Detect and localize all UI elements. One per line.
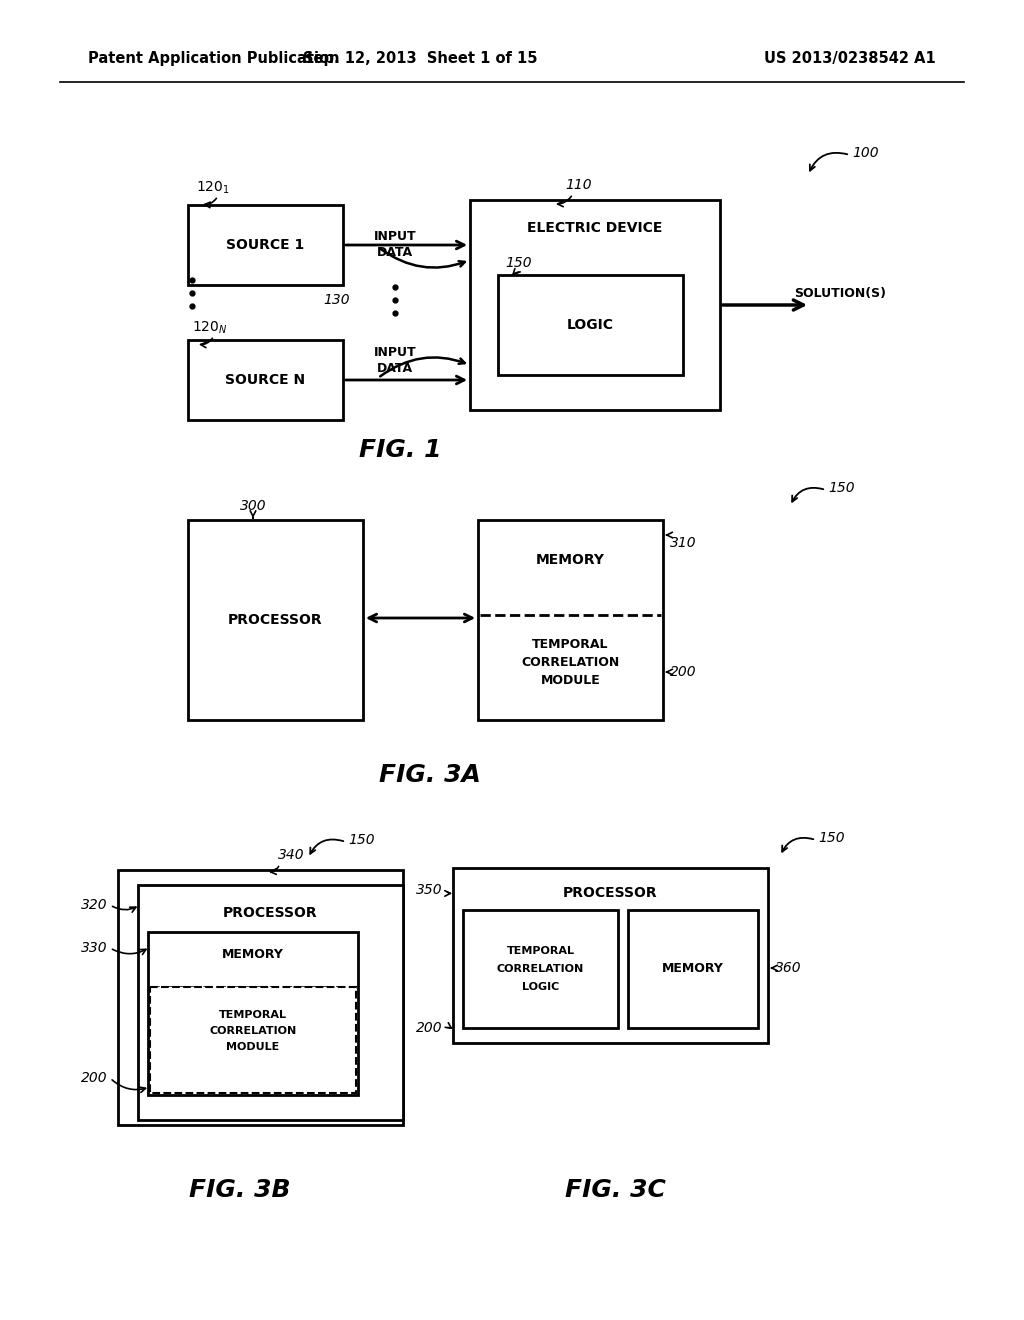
Bar — [453, 869, 768, 1043]
Text: Sep. 12, 2013  Sheet 1 of 15: Sep. 12, 2013 Sheet 1 of 15 — [303, 50, 538, 66]
Text: $120_N$: $120_N$ — [193, 319, 227, 337]
Text: CORRELATION: CORRELATION — [497, 964, 584, 974]
Text: 150: 150 — [348, 833, 375, 847]
Text: 200: 200 — [81, 1071, 108, 1085]
Text: DATA: DATA — [377, 362, 413, 375]
Text: 340: 340 — [278, 847, 304, 862]
Bar — [628, 909, 758, 1028]
Text: 350: 350 — [417, 883, 443, 898]
Text: MODULE: MODULE — [541, 675, 600, 688]
Text: INPUT: INPUT — [374, 231, 417, 243]
Text: 100: 100 — [852, 147, 879, 160]
Text: MODULE: MODULE — [226, 1041, 280, 1052]
Bar — [150, 987, 356, 1093]
Text: 200: 200 — [670, 665, 696, 678]
Text: FIG. 3A: FIG. 3A — [379, 763, 481, 787]
Text: CORRELATION: CORRELATION — [209, 1026, 297, 1036]
Bar — [478, 520, 663, 719]
Bar — [138, 884, 403, 1119]
Text: Patent Application Publication: Patent Application Publication — [88, 50, 340, 66]
Bar — [498, 275, 683, 375]
Bar — [470, 201, 720, 411]
Text: 320: 320 — [81, 898, 108, 912]
Text: MEMORY: MEMORY — [222, 948, 284, 961]
Text: 310: 310 — [670, 536, 696, 550]
Text: DATA: DATA — [377, 247, 413, 260]
Text: TEMPORAL: TEMPORAL — [507, 946, 574, 956]
Text: MEMORY: MEMORY — [663, 962, 724, 975]
Text: INPUT: INPUT — [374, 346, 417, 359]
Text: ELECTRIC DEVICE: ELECTRIC DEVICE — [527, 220, 663, 235]
Text: LOGIC: LOGIC — [522, 982, 559, 993]
Text: SOURCE 1: SOURCE 1 — [226, 238, 304, 252]
Text: PROCESSOR: PROCESSOR — [563, 886, 657, 900]
Bar — [188, 520, 362, 719]
Text: 130: 130 — [324, 293, 350, 308]
Text: US 2013/0238542 A1: US 2013/0238542 A1 — [764, 50, 936, 66]
Text: LOGIC: LOGIC — [567, 318, 614, 333]
Text: SOLUTION(S): SOLUTION(S) — [794, 286, 886, 300]
Text: SOURCE N: SOURCE N — [225, 374, 305, 387]
Text: 110: 110 — [565, 178, 592, 191]
Text: TEMPORAL: TEMPORAL — [532, 639, 608, 652]
Bar — [148, 932, 358, 1096]
Text: FIG. 1: FIG. 1 — [358, 438, 441, 462]
Text: MEMORY: MEMORY — [536, 553, 605, 568]
Text: PROCESSOR: PROCESSOR — [228, 612, 323, 627]
Text: 150: 150 — [818, 832, 845, 845]
Text: 360: 360 — [775, 961, 802, 975]
Bar — [463, 909, 618, 1028]
Text: 300: 300 — [240, 499, 266, 513]
Text: 150: 150 — [505, 256, 531, 271]
Text: 150: 150 — [828, 480, 855, 495]
Text: TEMPORAL: TEMPORAL — [219, 1010, 287, 1020]
Text: FIG. 3C: FIG. 3C — [564, 1177, 666, 1203]
Text: 200: 200 — [417, 1020, 443, 1035]
Text: 330: 330 — [81, 941, 108, 954]
Bar — [188, 341, 343, 420]
Text: $120_1$: $120_1$ — [196, 180, 229, 195]
Text: PROCESSOR: PROCESSOR — [223, 906, 317, 920]
Bar — [118, 870, 403, 1125]
Bar — [188, 205, 343, 285]
Text: FIG. 3B: FIG. 3B — [189, 1177, 291, 1203]
Text: CORRELATION: CORRELATION — [521, 656, 620, 669]
